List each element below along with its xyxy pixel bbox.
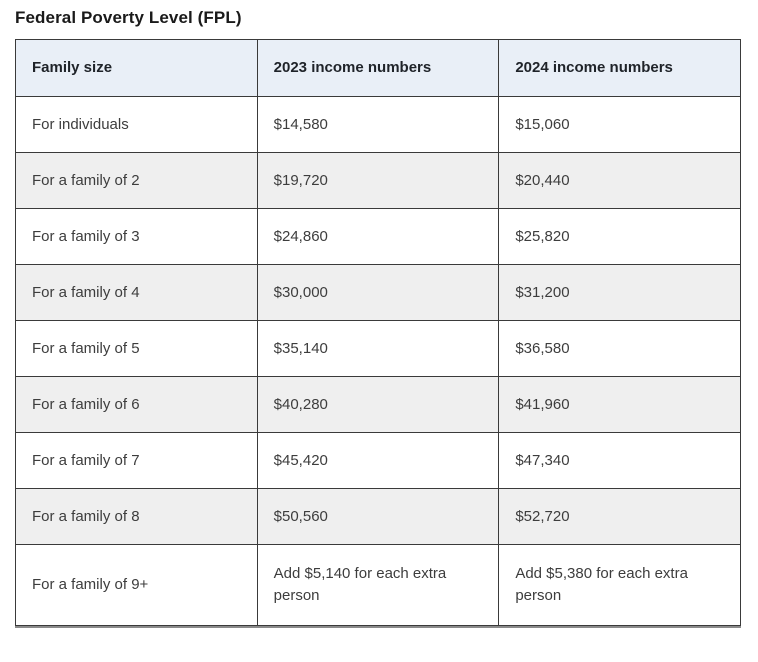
table-body: For individuals $14,580 $15,060 For a famil… [15,96,741,626]
table-cell: $47,340 [498,432,741,489]
fpl-table: Family size 2023 income numbers 2024 incom… [15,39,741,626]
table-cell: Add $5,380 for each extra person [498,544,741,626]
table-row: For a family of 2 $19,720 $20,440 [15,152,741,209]
table-cell: $52,720 [498,488,741,545]
table-cell: $31,200 [498,264,741,321]
table-cell: For a family of 2 [15,152,258,209]
table-row: For individuals $14,580 $15,060 [15,96,741,153]
table-cell: $41,960 [498,376,741,433]
table-cell: $50,560 [256,488,500,545]
table-cell: $30,000 [256,264,500,321]
table-row: For a family of 4 $30,000 $31,200 [15,264,741,321]
table-row: For a family of 7 $45,420 $47,340 [15,432,741,489]
table-cell: For a family of 8 [15,488,258,545]
table-row: For a family of 6 $40,280 $41,960 [15,376,741,433]
table-cell: For a family of 3 [15,208,258,265]
column-header: 2024 income numbers [498,39,741,97]
table-cell: For a family of 5 [15,320,258,377]
table-cell: $24,860 [256,208,500,265]
table-head: Family size 2023 income numbers 2024 incom… [15,39,741,97]
table-cell: For a family of 6 [15,376,258,433]
table-cell: $45,420 [256,432,500,489]
column-header: Family size [15,39,258,97]
table-cell: $25,820 [498,208,741,265]
table-cell: $14,580 [256,96,500,153]
table-row: For a family of 3 $24,860 $25,820 [15,208,741,265]
table-cell: $40,280 [256,376,500,433]
table-cell: $35,140 [256,320,500,377]
table-header-row: Family size 2023 income numbers 2024 incom… [15,39,741,97]
table-cell: For a family of 4 [15,264,258,321]
table-cell: $19,720 [256,152,500,209]
table-cell: For a family of 9+ [15,544,258,626]
table-cell: $20,440 [498,152,741,209]
table-cell: $15,060 [498,96,741,153]
table-row: For a family of 9+ Add $5,140 for each ex… [15,544,741,626]
table-cell: $36,580 [498,320,741,377]
table-cell: For a family of 7 [15,432,258,489]
table-row: For a family of 5 $35,140 $36,580 [15,320,741,377]
table-cell: For individuals [15,96,258,153]
column-header: 2023 income numbers [256,39,500,97]
table-row: For a family of 8 $50,560 $52,720 [15,488,741,545]
page-title: Federal Poverty Level (FPL) [15,8,242,27]
table-cell: Add $5,140 for each extra person [256,544,500,626]
